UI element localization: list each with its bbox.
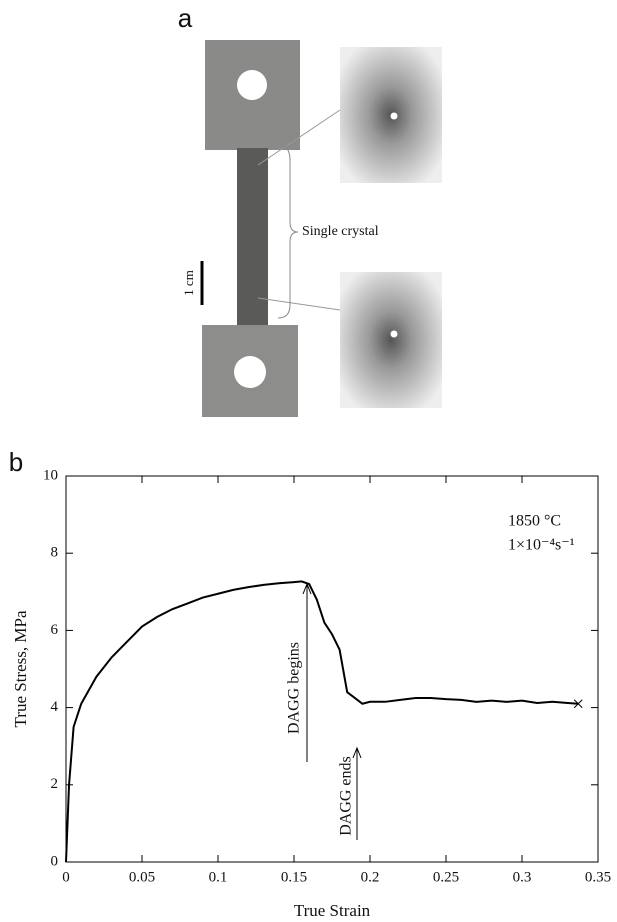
x-tick-label: 0.15 bbox=[281, 869, 307, 885]
y-tick-label: 8 bbox=[51, 545, 59, 561]
panel-label: a bbox=[178, 3, 193, 33]
scale-label: 1 cm bbox=[181, 270, 196, 296]
y-tick-label: 10 bbox=[43, 467, 58, 483]
x-tick-label: 0.25 bbox=[433, 869, 459, 885]
x-tick-label: 0.2 bbox=[361, 869, 380, 885]
annotation: DAGG ends bbox=[338, 756, 355, 836]
panel-label: b bbox=[9, 447, 23, 477]
y-tick-label: 4 bbox=[51, 699, 59, 715]
y-axis-label: True Stress, MPa bbox=[11, 610, 30, 727]
x-tick-label: 0.35 bbox=[585, 869, 611, 885]
y-tick-label: 6 bbox=[51, 622, 59, 638]
diffraction-center bbox=[390, 330, 398, 338]
bracket bbox=[277, 144, 299, 319]
y-tick-label: 2 bbox=[51, 776, 59, 792]
x-tick-label: 0.05 bbox=[129, 869, 155, 885]
x-axis-label: True Strain bbox=[294, 901, 371, 920]
annotation: 1×10⁻⁴s⁻¹ bbox=[508, 537, 575, 554]
end-marker bbox=[573, 699, 583, 709]
plot-frame bbox=[65, 475, 599, 863]
annotation: 1850 °C bbox=[508, 513, 561, 530]
leader-line bbox=[257, 297, 341, 311]
diffraction-center bbox=[390, 112, 398, 120]
diffraction-pattern bbox=[340, 272, 442, 408]
annotation: DAGG begins bbox=[286, 642, 303, 734]
leader-line bbox=[257, 109, 341, 166]
annotation: Single crystal bbox=[302, 224, 379, 239]
y-tick-label: 0 bbox=[51, 853, 59, 869]
x-tick-label: 0.1 bbox=[209, 869, 228, 885]
data-line bbox=[65, 580, 579, 863]
specimen-photo bbox=[202, 40, 300, 417]
x-tick-label: 0 bbox=[62, 869, 70, 885]
arrow bbox=[352, 746, 362, 840]
arrow bbox=[302, 582, 312, 762]
x-tick-label: 0.3 bbox=[513, 869, 532, 885]
